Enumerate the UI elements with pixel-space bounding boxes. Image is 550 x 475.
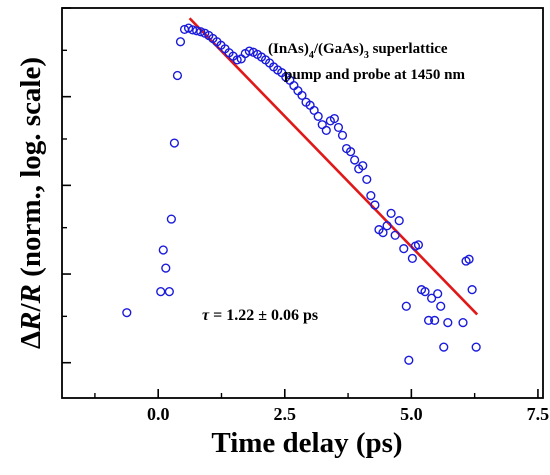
plot-frame bbox=[61, 7, 544, 399]
x-tick-label: 0.0 bbox=[147, 404, 170, 424]
data-point bbox=[467, 285, 477, 295]
data-point bbox=[386, 208, 396, 218]
data-point bbox=[158, 245, 168, 255]
data-point bbox=[313, 111, 323, 121]
data-point bbox=[366, 190, 376, 201]
annotation-tau-value: = 1.22 ± 0.06 ps bbox=[209, 307, 318, 324]
annotation-tau-symbol: τ bbox=[202, 307, 210, 324]
data-point bbox=[407, 253, 417, 264]
data-point bbox=[175, 37, 186, 47]
data-points bbox=[122, 23, 481, 365]
annotation-tau: τ = 1.22 ± 0.06 ps bbox=[202, 307, 318, 324]
data-point bbox=[401, 301, 411, 311]
data-point bbox=[244, 46, 254, 56]
data-point bbox=[458, 318, 468, 328]
data-point bbox=[420, 287, 430, 297]
data-point bbox=[346, 147, 356, 157]
data-point bbox=[433, 289, 443, 299]
data-point bbox=[370, 200, 380, 210]
data-point bbox=[394, 216, 404, 226]
y-axis-title-delta: Δ bbox=[15, 331, 47, 349]
data-point bbox=[156, 287, 166, 297]
data-point bbox=[333, 122, 344, 133]
y-axis-title-slash: / bbox=[15, 303, 47, 313]
y-axis-title-rest: (norm., log. scale) bbox=[15, 57, 47, 284]
data-point bbox=[297, 90, 307, 101]
data-point bbox=[423, 315, 434, 326]
data-point bbox=[192, 26, 202, 36]
data-point bbox=[471, 342, 481, 352]
x-tick-label: 2.5 bbox=[274, 404, 297, 424]
fit-layer bbox=[188, 17, 479, 316]
data-point bbox=[350, 155, 360, 165]
data-point bbox=[337, 130, 348, 140]
data-point bbox=[464, 254, 474, 264]
annotation-material: (InAs)4/(GaAs)3 superlattice bbox=[268, 41, 448, 61]
data-point bbox=[164, 287, 174, 297]
data-point bbox=[166, 214, 176, 224]
annotation-material-a: (InAs) bbox=[268, 41, 309, 57]
data-point bbox=[321, 125, 331, 135]
data-point bbox=[404, 355, 414, 365]
y-axis-title-var2: R bbox=[15, 284, 47, 304]
annotation-material-b: /(GaAs) bbox=[313, 41, 364, 57]
x-tick-label: 7.5 bbox=[527, 404, 550, 424]
y-axis-title: ΔR/R (norm., log. scale) bbox=[15, 57, 47, 349]
data-point bbox=[413, 240, 424, 250]
data-point bbox=[443, 318, 453, 328]
data-point bbox=[169, 138, 180, 148]
data-point bbox=[161, 263, 171, 273]
data-point bbox=[122, 308, 132, 318]
data-point bbox=[399, 244, 409, 254]
data-point bbox=[430, 315, 440, 326]
data-point bbox=[427, 293, 437, 303]
annotation-material-sub1: 4 bbox=[309, 50, 314, 61]
tick-labels: 0.0 2.5 5.0 7.5 bbox=[147, 404, 549, 424]
annotation-excitation: pump and probe at 1450 nm bbox=[284, 67, 466, 83]
data-point bbox=[436, 301, 446, 311]
data-point bbox=[362, 174, 372, 185]
data-point bbox=[390, 230, 400, 240]
ticks bbox=[62, 7, 539, 398]
x-axis-title: Time delay (ps) bbox=[211, 427, 402, 459]
x-tick-label: 5.0 bbox=[400, 404, 423, 424]
data-point bbox=[378, 227, 388, 238]
data-point bbox=[329, 113, 339, 124]
y-axis-title-var1: R bbox=[15, 312, 47, 332]
annotation-material-sub2: 3 bbox=[364, 50, 369, 61]
data-point bbox=[172, 70, 183, 81]
data-point bbox=[439, 342, 449, 352]
annotation-material-c: superlattice bbox=[369, 41, 448, 57]
data-point bbox=[382, 221, 392, 231]
data-point bbox=[358, 161, 368, 171]
data-point bbox=[232, 55, 242, 65]
fit-line bbox=[188, 17, 479, 316]
data-point bbox=[196, 27, 206, 37]
